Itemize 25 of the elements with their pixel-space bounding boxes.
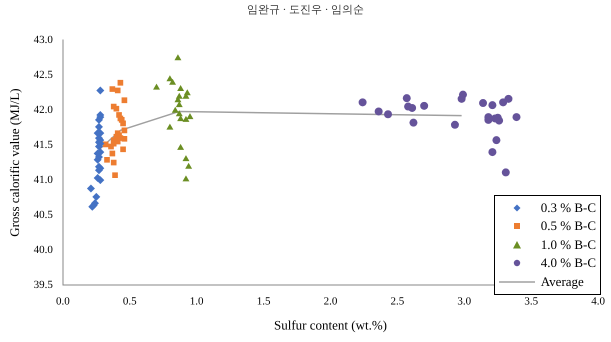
x-axis-title: Sulfur content (wt.%) (274, 318, 387, 333)
y-tick-label: 40.5 (34, 209, 54, 222)
x-tick-label: 1.5 (256, 296, 271, 308)
x-tick-label: 3.5 (524, 296, 539, 308)
y-tick-label: 43.0 (34, 34, 54, 46)
y-tick-label: 39.5 (34, 279, 54, 292)
legend-label: 0.5 % B-C (540, 217, 596, 235)
y-tick-label: 41.5 (34, 138, 54, 151)
x-tick-label: 3.0 (457, 296, 472, 308)
y-tick-label: 42.0 (34, 104, 54, 116)
x-tick-label: 4.0 (591, 296, 606, 308)
x-tick-label: 0.5 (122, 296, 138, 308)
x-tick-label: 0.0 (56, 296, 70, 308)
legend-label: 4.0 % B-C (540, 254, 596, 272)
x-tick-label: 2.0 (324, 296, 338, 308)
y-axis-title: Gross calorific value (MJ/L) (7, 88, 22, 237)
legend-label: 0.3 % B-C (540, 198, 596, 216)
y-tick-label: 42.5 (34, 68, 54, 81)
text: 임완규 · 도진우 · 임의순 (246, 3, 366, 17)
legend-label: Average (540, 272, 584, 291)
legend-label: 1.0 % B-C (540, 236, 596, 254)
x-tick-label: 1.0 (190, 296, 204, 308)
x-tick-label: 2.5 (390, 296, 405, 308)
y-tick-label: 40.0 (34, 244, 54, 256)
y-tick-label: 41.0 (34, 174, 54, 186)
